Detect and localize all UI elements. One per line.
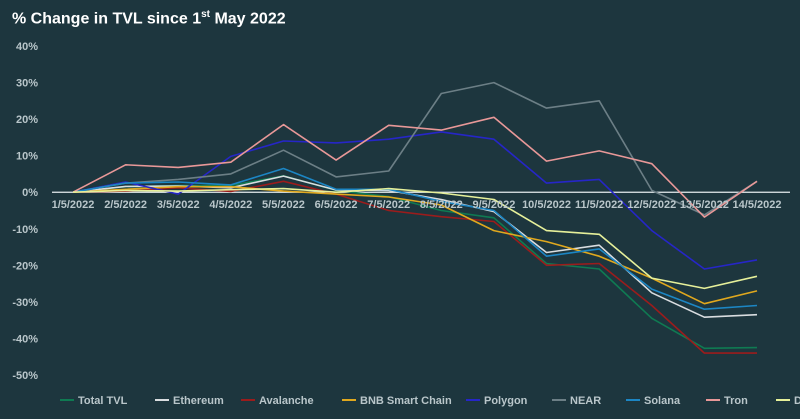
- title-main: % Change in TVL since 1: [12, 10, 202, 28]
- y-tick-label: -40%: [12, 333, 38, 345]
- series-line-ethereum: [72, 175, 758, 319]
- x-tick-label: 8/5/2022: [420, 199, 463, 211]
- y-tick-label: -50%: [12, 370, 38, 382]
- title-tail: May 2022: [210, 10, 286, 28]
- x-tick-label: 6/5/2022: [315, 199, 358, 211]
- legend-label: DeFi Chain: [794, 395, 800, 407]
- legend-item: NEAR: [552, 395, 601, 407]
- chart-title: % Change in TVL since 1st May 2022: [12, 9, 286, 28]
- series-group: [72, 81, 758, 354]
- legend-item: Avalanche: [241, 395, 314, 407]
- x-tick-label: 9/5/2022: [473, 199, 516, 211]
- legend-label: Polygon: [484, 395, 528, 407]
- title-superscript: st: [201, 9, 210, 20]
- legend-label: BNB Smart Chain: [360, 395, 452, 407]
- y-tick-label: 0%: [22, 187, 38, 199]
- y-tick-label: -20%: [12, 260, 38, 272]
- legend-item: Polygon: [466, 395, 528, 407]
- legend-item: BNB Smart Chain: [342, 395, 452, 407]
- legend-item: Tron: [706, 395, 748, 407]
- legend-label: Total TVL: [78, 395, 128, 407]
- x-tick-label: 11/5/2022: [575, 199, 623, 211]
- x-tick-label: 1/5/2022: [52, 199, 95, 211]
- legend-item: Ethereum: [155, 395, 224, 407]
- x-tick-label: 14/5/2022: [733, 199, 782, 211]
- legend-label: NEAR: [570, 395, 601, 407]
- legend-label: Solana: [644, 395, 681, 407]
- legend-item: Solana: [626, 395, 681, 407]
- series-line-bnb-smart-chain: [72, 185, 758, 305]
- x-tick-label: 5/5/2022: [262, 199, 305, 211]
- x-tick-label: 4/5/2022: [209, 199, 252, 211]
- y-tick-label: 30%: [16, 78, 38, 90]
- legend-label: Tron: [724, 395, 748, 407]
- legend-item: DeFi Chain: [776, 395, 800, 407]
- x-tick-label: 3/5/2022: [157, 199, 200, 211]
- legend: Total TVL Ethereum Avalanche BNB Smart Chai…: [60, 395, 800, 407]
- y-tick-label: 20%: [16, 114, 38, 126]
- series-line-tron: [72, 116, 758, 218]
- x-tick-label: 2/5/2022: [104, 199, 147, 211]
- legend-label: Ethereum: [173, 395, 224, 407]
- legend-item: Total TVL: [60, 395, 128, 407]
- x-tick-label: 7/5/2022: [367, 199, 410, 211]
- legend-label: Avalanche: [259, 395, 314, 407]
- y-tick-label: 40%: [16, 41, 38, 53]
- series-line-solana: [72, 167, 758, 311]
- series-line-near: [72, 81, 758, 216]
- y-tick-label: -30%: [12, 297, 38, 309]
- series-line-defi-chain: [72, 187, 758, 290]
- x-tick-label: 13/5/2022: [680, 199, 729, 211]
- series-line-polygon: [72, 131, 758, 270]
- x-tick-label: 10/5/2022: [522, 199, 571, 211]
- y-axis: 40% 30% 20% 10% 0% -10% -20% -30% -40% -50%: [12, 41, 38, 382]
- x-axis: 1/5/2022 2/5/2022 3/5/2022 4/5/2022 5/5/2022…: [52, 199, 782, 211]
- y-tick-label: -10%: [12, 224, 38, 236]
- y-tick-label: 10%: [16, 151, 38, 163]
- x-tick-label: 12/5/2022: [627, 199, 676, 211]
